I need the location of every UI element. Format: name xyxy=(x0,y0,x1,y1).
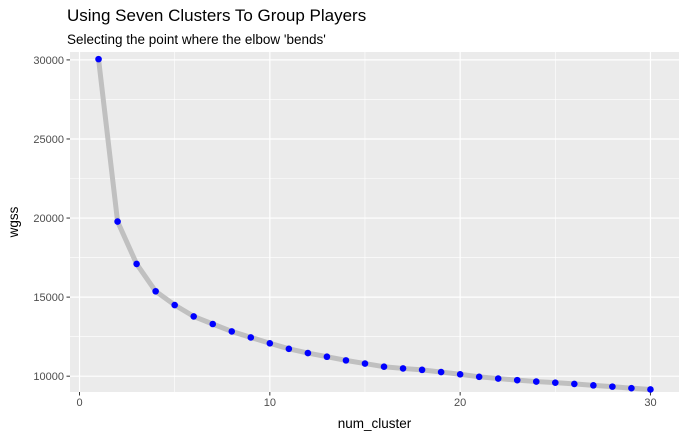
data-point xyxy=(551,379,559,386)
data-point xyxy=(532,378,540,385)
y-tick-label: 25000 xyxy=(33,134,64,146)
data-point xyxy=(361,360,369,367)
y-tick-label: 10000 xyxy=(33,371,64,383)
x-tick-label: 10 xyxy=(264,397,276,409)
x-axis-title: num_cluster xyxy=(338,416,412,431)
axis-ticks xyxy=(66,59,651,396)
data-points xyxy=(95,55,654,393)
data-point xyxy=(171,301,178,309)
data-point xyxy=(475,373,483,381)
y-tick-labels: 10000 15000 20000 25000 30000 xyxy=(33,55,64,383)
data-point xyxy=(399,365,407,372)
data-point xyxy=(304,349,312,357)
data-point xyxy=(342,357,350,364)
x-tick-label: 0 xyxy=(76,397,82,409)
data-point xyxy=(647,386,654,393)
data-point xyxy=(494,375,502,382)
data-point xyxy=(513,376,521,384)
x-tick-labels: 0 10 20 30 xyxy=(76,397,656,409)
data-point xyxy=(456,370,464,378)
data-point xyxy=(95,55,102,63)
data-point xyxy=(285,345,293,353)
data-point xyxy=(590,382,597,389)
data-point xyxy=(133,260,140,268)
x-tick-label: 30 xyxy=(644,397,656,409)
plot-panel xyxy=(70,52,679,392)
grid-major xyxy=(70,52,679,392)
y-axis-title: wgss xyxy=(6,206,21,238)
data-point xyxy=(190,313,198,320)
y-tick-label: 30000 xyxy=(33,55,64,67)
chart-title: Using Seven Clusters To Group Players xyxy=(67,6,367,25)
data-point xyxy=(114,218,121,225)
data-point xyxy=(209,320,217,328)
data-point xyxy=(418,366,426,374)
x-tick-label: 20 xyxy=(454,397,466,409)
data-point xyxy=(571,380,578,388)
data-point xyxy=(247,334,255,341)
y-tick-label: 20000 xyxy=(33,213,64,225)
data-point xyxy=(437,368,445,376)
data-point xyxy=(609,383,616,390)
chart-subtitle: Selecting the point where the elbow 'ben… xyxy=(67,32,326,47)
data-point xyxy=(152,287,159,295)
y-tick-label: 15000 xyxy=(33,292,64,304)
data-point xyxy=(228,328,236,335)
data-point xyxy=(266,339,274,347)
data-point xyxy=(628,384,635,392)
grid-minor xyxy=(70,52,679,392)
data-point xyxy=(323,353,331,361)
data-point xyxy=(380,363,388,370)
